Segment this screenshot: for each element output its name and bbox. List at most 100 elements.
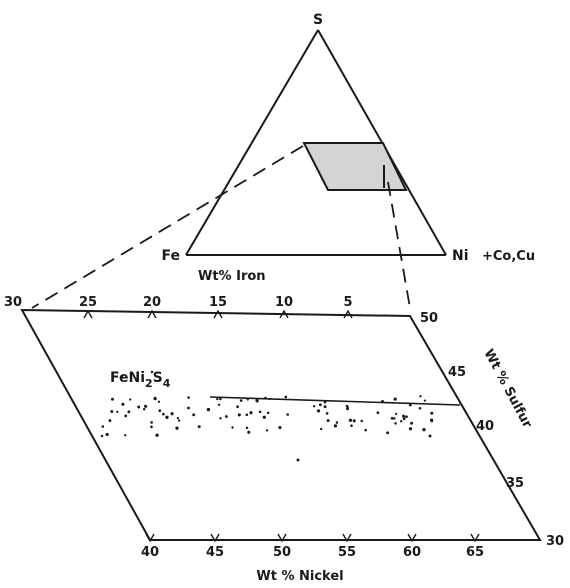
- analysis-point-93: [231, 426, 234, 429]
- analysis-point-18: [408, 403, 412, 407]
- analysis-point-54: [217, 403, 221, 406]
- analysis-point-15: [176, 416, 180, 420]
- analysis-point-22: [143, 404, 148, 408]
- analysis-point-45: [187, 396, 190, 399]
- analysis-point-68: [402, 414, 405, 418]
- analysis-point-83: [394, 422, 397, 425]
- analysis-point-65: [121, 402, 125, 406]
- phase-label-feni2s4: FeNi2S4: [110, 370, 171, 390]
- sulfur-tick-label-40: 40: [476, 419, 494, 434]
- analysis-point-87: [165, 415, 169, 419]
- analysis-point-23: [129, 398, 132, 401]
- feni2s4-tie-line: [209, 396, 461, 406]
- analysis-point-20: [177, 419, 181, 422]
- analysis-point-100: [428, 434, 432, 438]
- nickel-tick-mark-0: [145, 533, 155, 543]
- nickel-axis-title: Wt % Nickel: [256, 569, 343, 584]
- analysis-point-26: [245, 413, 249, 417]
- shaded-composition-region: [302, 142, 408, 191]
- analysis-point-91: [346, 406, 350, 409]
- analysis-point-46: [335, 421, 339, 424]
- iron-tick-label-25: 25: [79, 295, 97, 310]
- analysis-point-59: [101, 425, 105, 428]
- analysis-point-69: [239, 399, 243, 402]
- analysis-point-82: [266, 411, 270, 415]
- enlarged-region-outline: [20, 308, 542, 541]
- analysis-point-80: [316, 409, 321, 413]
- analysis-point-86: [150, 421, 153, 424]
- analysis-point-0: [262, 415, 266, 419]
- nickel-tick-mark-2: [277, 533, 287, 543]
- analysis-point-43: [255, 399, 259, 403]
- analysis-point-8: [286, 413, 290, 416]
- analysis-point-33: [348, 418, 353, 422]
- analysis-point-57: [127, 410, 131, 414]
- analysis-point-35: [206, 407, 211, 412]
- analysis-point-31: [386, 431, 390, 435]
- sulfur-tick-label-45: 45: [448, 365, 466, 380]
- analysis-point-88: [105, 432, 109, 437]
- iron-tick-mark-1: [147, 309, 157, 319]
- analysis-point-11: [247, 430, 251, 434]
- iron-axis-ticks: [83, 309, 353, 319]
- nickel-tick-label-55: 55: [338, 545, 356, 560]
- analysis-point-78: [376, 411, 380, 415]
- projection-dash-right: [387, 181, 411, 309]
- phase-label-part-feni: FeNi: [110, 370, 145, 386]
- iron-tick-label-20: 20: [143, 295, 161, 310]
- analysis-point-32: [408, 427, 413, 431]
- apex-label-fe: Fe: [162, 248, 181, 264]
- analysis-point-16: [150, 425, 153, 429]
- iron-corner-label: 30: [4, 295, 22, 310]
- analysis-point-19: [395, 412, 398, 416]
- analysis-point-10: [423, 399, 427, 402]
- nickel-tick-label-50: 50: [273, 545, 291, 560]
- analysis-point-13: [323, 405, 327, 409]
- analysis-point-95: [120, 374, 124, 378]
- analysis-point-84: [116, 410, 119, 414]
- nickel-tick-mark-4: [407, 533, 417, 543]
- analysis-point-14: [155, 433, 159, 437]
- sulfur-tick-label-50: 50: [420, 311, 438, 326]
- analysis-point-47: [320, 427, 323, 431]
- analysis-point-53: [192, 413, 196, 417]
- analysis-point-85: [430, 419, 434, 423]
- analysis-point-63: [219, 397, 222, 401]
- analysis-point-41: [430, 411, 434, 415]
- iron-tick-label-10: 10: [275, 295, 293, 310]
- analysis-point-1: [137, 405, 141, 409]
- iron-tick-label-5: 5: [343, 295, 352, 310]
- nickel-tick-label-40: 40: [141, 545, 159, 560]
- analysis-point-27: [245, 426, 249, 430]
- analysis-point-94: [158, 409, 162, 413]
- analysis-point-25: [418, 407, 422, 410]
- analysis-point-74: [237, 413, 241, 417]
- analysis-point-97: [158, 378, 162, 382]
- analysis-point-44: [364, 428, 367, 432]
- apex-label-ni: Ni: [452, 248, 469, 264]
- sulfur-tick-label-30: 30: [546, 534, 564, 549]
- iron-axis-title: Wt% Iron: [198, 269, 266, 284]
- nickel-tick-label-65: 65: [466, 545, 484, 560]
- analysis-point-48: [175, 426, 179, 430]
- apex-label-s: S: [313, 12, 323, 28]
- analysis-point-6: [124, 414, 128, 418]
- analysis-point-70: [400, 420, 403, 423]
- phase-label-sub-2: 2: [145, 377, 153, 390]
- nickel-axis-ticks: [145, 533, 480, 543]
- iron-tick-label-15: 15: [209, 295, 227, 310]
- analysis-point-39: [219, 417, 222, 420]
- analysis-point-58: [258, 410, 262, 414]
- analysis-points: [100, 370, 434, 462]
- analysis-point-55: [197, 425, 201, 429]
- analysis-point-92: [402, 417, 406, 421]
- analysis-point-2: [268, 397, 271, 401]
- analysis-point-34: [284, 395, 288, 399]
- analysis-point-62: [312, 405, 316, 408]
- analysis-point-64: [393, 397, 397, 401]
- nickel-tick-label-45: 45: [206, 545, 224, 560]
- analysis-point-51: [380, 399, 385, 404]
- analysis-point-3: [393, 417, 396, 420]
- analysis-point-38: [419, 395, 422, 398]
- analysis-point-5: [360, 419, 363, 423]
